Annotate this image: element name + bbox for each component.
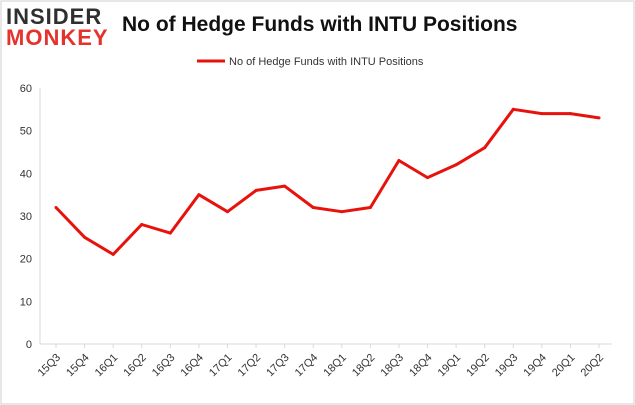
data-point — [397, 159, 401, 162]
x-tick-label: 17Q1 — [207, 352, 235, 380]
data-point — [226, 210, 229, 214]
x-tick-label: 16Q1 — [93, 352, 121, 380]
data-point — [368, 206, 372, 209]
x-tick-label: 20Q1 — [550, 352, 578, 380]
data-point — [197, 193, 201, 197]
data-point — [454, 163, 458, 167]
data-point — [568, 112, 572, 116]
x-tick-label: 18Q4 — [407, 352, 435, 380]
y-tick-label: 30 — [20, 211, 32, 223]
data-point — [426, 176, 429, 180]
y-tick-label: 10 — [20, 296, 32, 308]
data-point — [483, 146, 487, 150]
x-tick-label: 18Q2 — [350, 352, 378, 380]
x-tick-label: 19Q2 — [464, 352, 492, 380]
x-tick-label: 16Q3 — [150, 352, 178, 380]
data-point — [168, 231, 172, 235]
legend: No of Hedge Funds with INTU Positions — [197, 56, 424, 68]
logo-monkey: MONKEY — [6, 25, 109, 50]
series-group — [54, 107, 601, 256]
x-tick-label: 17Q2 — [236, 352, 264, 380]
data-point — [511, 107, 515, 111]
x-tick-label: 16Q4 — [178, 352, 206, 380]
series-line-0 — [54, 107, 600, 256]
x-tick-label: 20Q2 — [579, 352, 607, 380]
data-point — [597, 116, 601, 120]
data-point — [54, 206, 58, 209]
data-point — [311, 206, 315, 209]
y-axis-ticks: 0 10 20 30 40 50 60 — [20, 83, 32, 351]
x-tick-label: 19Q4 — [521, 352, 549, 380]
data-point — [340, 210, 344, 214]
x-tick-label: 17Q4 — [293, 352, 321, 380]
data-point — [283, 184, 287, 188]
chart-title: No of Hedge Funds with INTU Positions — [122, 13, 518, 36]
y-tick-label: 40 — [20, 168, 32, 180]
y-tick-label: 20 — [20, 254, 32, 266]
x-tick-label: 15Q4 — [64, 352, 92, 380]
logo-insider: INSIDER — [6, 4, 103, 29]
data-point — [254, 188, 258, 192]
x-tick-label: 18Q1 — [321, 352, 349, 380]
x-tick-label: 18Q3 — [379, 352, 407, 380]
y-tick-label: 50 — [20, 126, 32, 138]
y-tick-label: 60 — [20, 83, 32, 95]
y-tick-label: 0 — [26, 339, 32, 351]
x-tick-label: 17Q3 — [264, 352, 292, 380]
x-axis-ticks: 15Q3 15Q4 16Q1 16Q2 16Q3 16Q4 17Q1 17Q2 17Q3 17Q4… — [36, 344, 607, 380]
x-tick-label: 15Q3 — [36, 352, 64, 380]
x-tick-label: 19Q3 — [493, 352, 521, 380]
x-tick-label: 19Q1 — [436, 352, 464, 380]
data-point — [540, 112, 544, 116]
data-point — [140, 223, 144, 226]
legend-label: No of Hedge Funds with INTU Positions — [229, 56, 424, 68]
x-tick-label: 16Q2 — [121, 352, 149, 380]
data-point — [83, 235, 87, 239]
data-point — [111, 252, 115, 256]
